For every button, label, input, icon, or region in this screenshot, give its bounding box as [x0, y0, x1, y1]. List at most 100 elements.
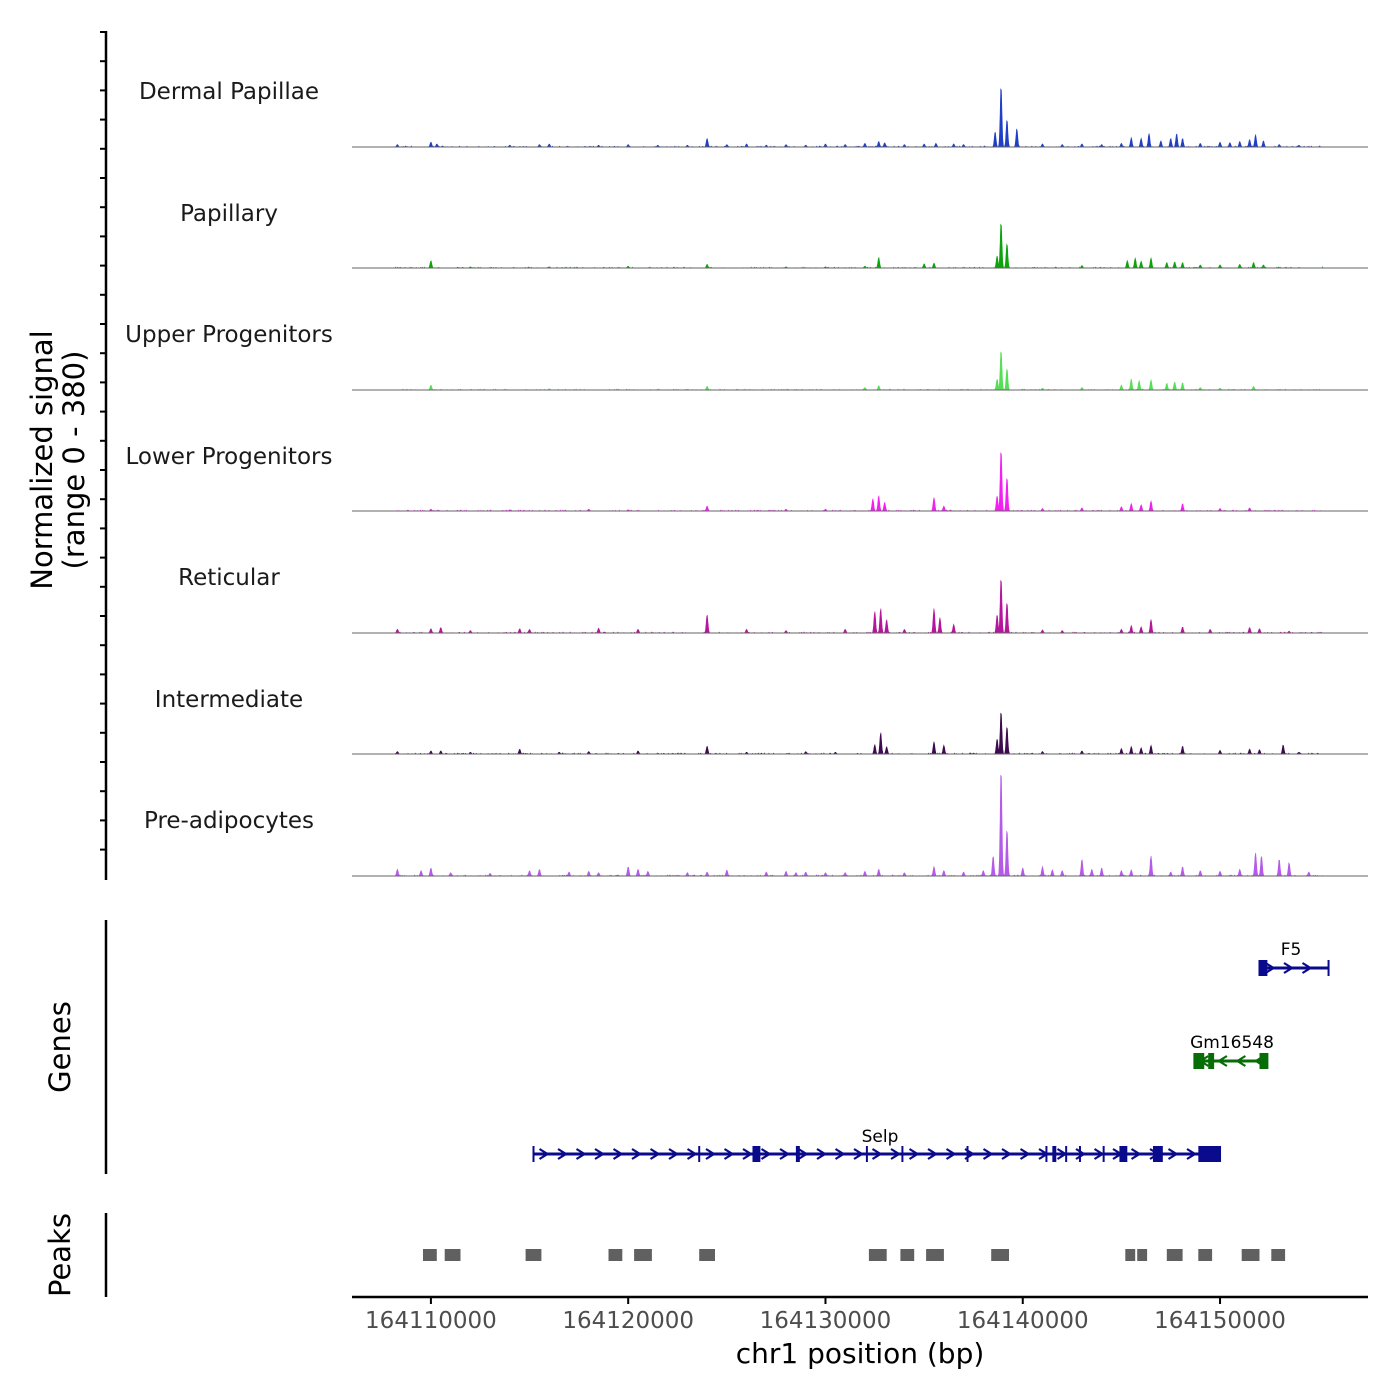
peak-region — [1271, 1249, 1286, 1261]
strand-chevron — [779, 1148, 791, 1160]
peak-region — [608, 1249, 623, 1261]
strand-chevron — [1283, 962, 1295, 974]
exon-block — [752, 1146, 761, 1162]
exon-block — [1152, 1146, 1163, 1162]
strand-chevron — [908, 1148, 920, 1160]
peak-region — [444, 1249, 461, 1261]
strand-chevron — [760, 1148, 772, 1160]
signal-area — [395, 712, 1323, 755]
strand-chevron — [853, 1148, 865, 1160]
strand-chevron — [945, 1148, 957, 1160]
strand-chevron — [723, 1148, 735, 1160]
track-lower-progenitors: Lower Progenitors — [126, 444, 1368, 512]
x-axis-label: chr1 position (bp) — [736, 1337, 985, 1370]
peak-track — [423, 1249, 1286, 1261]
track-reticular: Reticular — [178, 565, 1368, 634]
track-papillary: Papillary — [180, 201, 1368, 269]
strand-chevron — [742, 1148, 754, 1160]
peak-region — [525, 1249, 542, 1261]
strand-chevron — [612, 1148, 624, 1160]
strand-chevron — [686, 1148, 698, 1160]
signal-area — [395, 579, 1323, 634]
exon-block — [1198, 1146, 1221, 1162]
exon-block — [1259, 1053, 1268, 1069]
peak-region — [1137, 1249, 1148, 1261]
y-axis-label-line1: Normalized signal — [25, 330, 59, 589]
x-tick-label: 164130000 — [760, 1308, 892, 1334]
coverage-tracks: Dermal Papillae Papillary Upper Progenit… — [125, 79, 1368, 877]
gene-glyph — [1193, 1053, 1269, 1069]
peak-region — [900, 1249, 915, 1261]
track-label: Lower Progenitors — [126, 444, 333, 470]
peak-region — [1166, 1249, 1183, 1261]
gene-label: Selp — [862, 1127, 899, 1147]
strand-chevron — [797, 1148, 809, 1160]
track-label: Pre-adipocytes — [144, 808, 314, 834]
strand-chevron — [1301, 962, 1313, 974]
peak-region — [423, 1249, 437, 1261]
genes-axis-label: Genes — [43, 1001, 77, 1093]
strand-chevron — [705, 1148, 717, 1160]
signal-area — [395, 452, 1323, 512]
exon-block — [1052, 1146, 1057, 1162]
signal-axis-ticks — [100, 31, 106, 851]
strand-chevron — [631, 1148, 643, 1160]
peak-region — [1125, 1249, 1136, 1261]
y-axis-label-line2: (range 0 - 380) — [57, 351, 91, 570]
gene-label: F5 — [1281, 940, 1302, 960]
strand-chevron — [1130, 1148, 1142, 1160]
strand-chevron — [1186, 1148, 1198, 1160]
track-label: Papillary — [180, 201, 278, 227]
gene-glyph — [532, 1146, 1222, 1162]
strand-chevron — [538, 1148, 550, 1160]
strand-chevron — [1235, 1055, 1246, 1067]
gene-gm16548: Gm16548 — [1190, 1033, 1274, 1069]
peak-region — [1198, 1249, 1213, 1261]
strand-chevron — [871, 1148, 883, 1160]
exon-block — [1259, 960, 1268, 976]
peak-region — [634, 1249, 652, 1261]
strand-chevron — [1264, 962, 1276, 974]
strand-chevron — [649, 1148, 661, 1160]
exon-block — [1119, 1146, 1128, 1162]
strand-chevron — [1001, 1148, 1013, 1160]
gene-label: Gm16548 — [1190, 1033, 1274, 1053]
gene-selp: Selp — [532, 1127, 1222, 1162]
strand-chevron — [1019, 1148, 1031, 1160]
strand-chevron — [1075, 1148, 1087, 1160]
strand-chevron — [1093, 1148, 1105, 1160]
peak-region — [699, 1249, 715, 1261]
x-tick-label: 164110000 — [365, 1308, 497, 1334]
strand-chevron — [1216, 1055, 1228, 1067]
peak-region — [991, 1249, 1009, 1261]
peaks-axis-label: Peaks — [43, 1213, 77, 1297]
track-label: Reticular — [178, 565, 280, 591]
gene-track: F5 Gm16548 Selp — [532, 940, 1330, 1162]
track-label: Dermal Papillae — [139, 79, 319, 105]
strand-chevron — [982, 1148, 994, 1160]
strand-chevron — [834, 1148, 846, 1160]
exon-block — [795, 1146, 800, 1162]
strand-chevron — [557, 1148, 569, 1160]
strand-chevron — [816, 1148, 828, 1160]
signal-area — [395, 88, 1323, 148]
track-intermediate: Intermediate — [155, 687, 1368, 755]
gene-glyph — [1258, 960, 1330, 976]
signal-area — [395, 223, 1323, 269]
exon-block — [1208, 1053, 1215, 1069]
peak-region — [868, 1249, 887, 1261]
exon-block — [1194, 1053, 1205, 1069]
strand-chevron — [575, 1148, 587, 1160]
signal-area — [395, 774, 1323, 877]
strand-chevron — [668, 1148, 680, 1160]
track-pre-adipocytes: Pre-adipocytes — [144, 774, 1368, 877]
x-axis-ticks: 164110000 164120000 164130000 164140000 1641… — [365, 1297, 1286, 1334]
signal-area — [395, 351, 1323, 391]
gene-f5: F5 — [1258, 940, 1330, 976]
track-upper-progenitors: Upper Progenitors — [125, 322, 1368, 391]
strand-chevron — [594, 1148, 606, 1160]
track-label: Upper Progenitors — [125, 322, 333, 348]
x-tick-label: 164120000 — [562, 1308, 694, 1334]
x-tick-label: 164140000 — [957, 1308, 1089, 1334]
